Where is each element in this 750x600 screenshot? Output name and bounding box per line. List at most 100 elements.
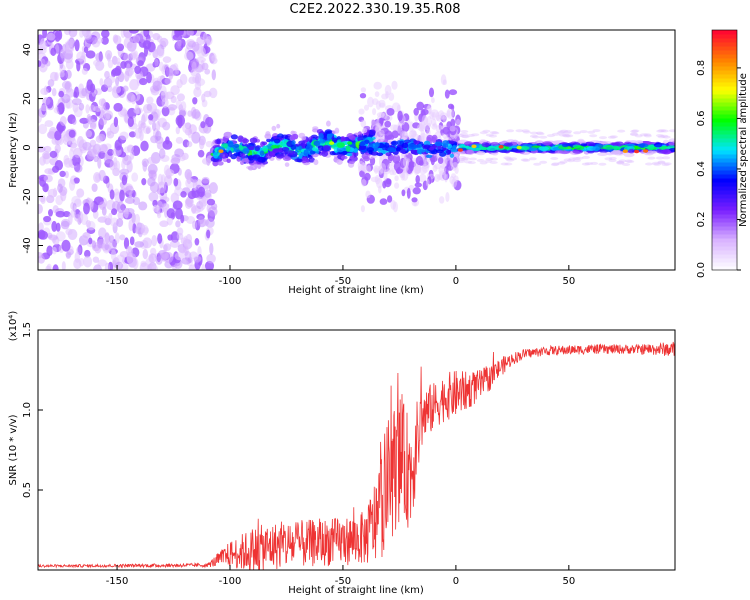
spectrogram-cell-trace xyxy=(318,133,324,140)
spectrogram-cell-trace xyxy=(247,166,254,171)
spectrogram-cell-halo xyxy=(550,163,559,167)
spectrogram-cell-trace xyxy=(241,138,250,144)
spectrogram-cell-noise xyxy=(116,43,125,52)
spectrogram-cell-noise xyxy=(155,120,161,132)
spectrogram-cell-band xyxy=(434,141,443,147)
spectrogram-cell-noise xyxy=(72,118,77,125)
spectrogram-cell-band xyxy=(413,139,418,144)
spectrogram-cell-trace xyxy=(284,162,290,167)
spectrogram-cell-noise xyxy=(151,265,158,270)
spectrogram-cell-halo xyxy=(522,130,531,134)
spectrogram-cell-noise xyxy=(65,59,74,70)
spectrogram-cell-trace xyxy=(230,134,238,140)
spectrogram-cell-halo xyxy=(539,160,548,164)
spectrogram-cell-core xyxy=(463,141,474,146)
spectrogram-cell-burst xyxy=(401,170,409,181)
spectrogram-cell-noise xyxy=(114,160,121,172)
spectrogram-cell-burst xyxy=(382,180,387,189)
spectrogram-cell-noise xyxy=(54,30,61,42)
spectrogram-cell-burst xyxy=(428,87,435,98)
spectrogram-cell-noise xyxy=(204,189,212,199)
spectrogram-cell-noise xyxy=(44,168,54,175)
spectrogram-cell-noise xyxy=(82,141,92,151)
spectrogram-cell-noise xyxy=(74,251,81,264)
spectrogram-cell-noise xyxy=(175,126,180,135)
spectrogram-cell-noise xyxy=(40,196,46,205)
spectrogram-cell-noise xyxy=(104,232,110,244)
spectrogram-cell-noise xyxy=(103,109,111,121)
spectrogram-cell-noise xyxy=(175,136,184,144)
spectrogram-cell-burst xyxy=(408,184,415,191)
spectrogram-cell-burst xyxy=(442,158,448,167)
spectrogram-cell-noise xyxy=(177,117,183,129)
spectrogram-cell-halo xyxy=(464,160,473,164)
colorbar-segment xyxy=(712,262,737,267)
spectrogram-cell-noise xyxy=(191,61,197,72)
spectrogram-cell-trace xyxy=(334,127,340,134)
colorbar-segment xyxy=(712,182,737,187)
spectrogram-cell-noise xyxy=(149,181,160,193)
colorbar-segment xyxy=(712,110,737,115)
spectrogram-cell-noise xyxy=(132,196,141,206)
spectrogram-cell-trace xyxy=(349,135,356,141)
colorbar-segment xyxy=(712,118,737,123)
colorbar-segment xyxy=(712,58,737,63)
spectrogram-cell-noise xyxy=(79,117,89,124)
spectrogram-cell-noise xyxy=(87,148,98,157)
spectrogram-cell-noise xyxy=(160,90,169,103)
spectrogram-cell-noise xyxy=(128,131,137,138)
spectrogram-cell-burst xyxy=(402,156,409,168)
spectrogram-cell-noise xyxy=(175,99,182,109)
colorbar-segment xyxy=(712,170,737,175)
colorbar-tick-label: 0.6 xyxy=(696,110,707,126)
spectrogram-cell-halo xyxy=(551,162,560,166)
spectrogram-cell-noise xyxy=(51,235,57,243)
spectrogram-cell-noise xyxy=(119,168,130,175)
spectrogram-cell-halo xyxy=(579,130,588,134)
spectrogram-cell-core xyxy=(628,148,635,154)
spectrogram-cell-trace xyxy=(298,152,303,160)
spectrogram-cell-noise xyxy=(65,251,72,258)
spectrogram-cell-noise xyxy=(61,239,71,252)
spectrogram-cell-trace xyxy=(332,137,338,144)
spectrogram-cell-noise xyxy=(191,41,200,52)
spectrogram-cell-noise xyxy=(169,239,180,248)
spectrogram-cell-core xyxy=(541,141,553,146)
colorbar-segment xyxy=(712,238,737,243)
spectrogram-cell-noise xyxy=(83,202,90,215)
spectrogram-cell-band xyxy=(451,145,456,151)
spectrogram-cell-halo xyxy=(533,162,542,166)
spectrogram-cell-noise xyxy=(78,102,85,111)
spectrogram-cell-noise xyxy=(156,139,162,150)
snr-y-tick-label: 1.0 xyxy=(22,402,33,418)
spectrogram-cell-noise xyxy=(140,140,149,152)
spectrogram-cell-noise xyxy=(70,143,77,153)
spectrogram-cell-halo xyxy=(662,135,671,139)
colorbar-segment xyxy=(712,242,737,247)
colorbar: 0.0 0.2 0.4 0.6 0.8 Normalized spectral ampl… xyxy=(696,29,749,278)
spectrogram-cell-noise xyxy=(51,246,57,255)
spectrogram-cell-noise xyxy=(175,220,181,228)
colorbar-segment xyxy=(712,130,737,135)
spectrogram-cell-noise xyxy=(74,164,83,173)
snr-y-axis-label: SNR (10 * v/v) xyxy=(8,414,19,485)
spectrogram-cell-burst xyxy=(367,96,374,108)
spectrogram-cell-band xyxy=(359,141,366,147)
spectrogram-cell-noise xyxy=(48,208,53,217)
spectrogram-cell-noise xyxy=(46,60,51,67)
spectrogram-cell-trace xyxy=(313,159,319,166)
spectrogram-cell-noise xyxy=(59,170,66,178)
spectrogram-cell-halo xyxy=(631,129,640,133)
spectrogram-cell-noise xyxy=(38,203,43,215)
spectrogram-cell-trace xyxy=(266,138,271,143)
spectrogram-cell-noise xyxy=(138,201,148,211)
spectrogram-cell-burst xyxy=(384,130,393,141)
spectrogram-cell-band xyxy=(396,146,401,152)
spectrogram-cell-noise xyxy=(176,40,182,49)
spectrogram-cell-noise xyxy=(45,265,51,270)
spectrogram-cell-noise xyxy=(97,259,107,267)
spectrogram-cell-trace xyxy=(286,150,295,156)
spectrogram-cell-burst xyxy=(385,91,389,99)
spectrogram-cell-trace xyxy=(273,138,281,144)
spectrogram-cell-noise xyxy=(204,68,211,75)
